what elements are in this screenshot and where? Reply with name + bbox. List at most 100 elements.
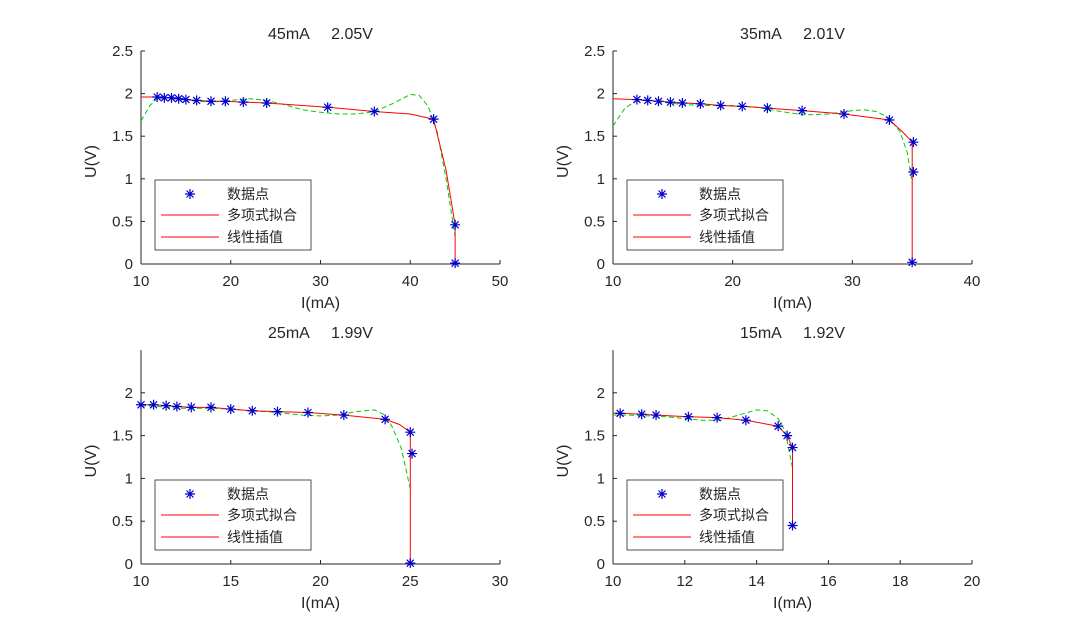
data-point bbox=[787, 442, 798, 453]
legend-label: 数据点 bbox=[227, 186, 269, 202]
data-point bbox=[180, 94, 191, 105]
data-point bbox=[161, 400, 172, 411]
x-tick-label: 20 bbox=[724, 273, 741, 290]
data-point bbox=[186, 402, 197, 413]
x-axis-label: I(mA) bbox=[773, 295, 812, 312]
data-point bbox=[206, 402, 217, 413]
x-tick-label: 30 bbox=[844, 273, 861, 290]
data-point bbox=[247, 405, 258, 416]
y-axis-label: U(V) bbox=[555, 145, 572, 178]
y-tick-label: 0.5 bbox=[584, 513, 605, 530]
legend-marker-points bbox=[657, 189, 667, 199]
data-point bbox=[615, 408, 626, 419]
x-tick-label: 10 bbox=[133, 273, 150, 290]
y-tick-label: 0 bbox=[125, 256, 133, 273]
data-point bbox=[171, 401, 182, 412]
series-line-poly-fit bbox=[613, 409, 793, 469]
x-tick-label: 10 bbox=[605, 273, 622, 290]
data-point bbox=[152, 92, 163, 103]
x-tick-label: 30 bbox=[312, 273, 329, 290]
data-point bbox=[369, 106, 380, 117]
data-point bbox=[773, 421, 784, 432]
data-point bbox=[642, 95, 653, 106]
data-point bbox=[338, 410, 349, 421]
legend-label: 线性插值 bbox=[227, 229, 283, 245]
legend-label: 数据点 bbox=[699, 486, 741, 502]
data-point bbox=[136, 399, 146, 410]
x-tick-label: 15 bbox=[222, 573, 239, 590]
data-point bbox=[159, 92, 170, 103]
data-point bbox=[651, 410, 662, 421]
series-line-linear-interp bbox=[141, 404, 411, 564]
y-tick-label: 2 bbox=[597, 86, 605, 103]
legend-label: 线性插值 bbox=[699, 229, 755, 245]
data-point bbox=[220, 96, 231, 107]
chart-title: 35mA 2.01V bbox=[740, 26, 845, 43]
y-tick-label: 0 bbox=[597, 556, 605, 573]
data-point bbox=[225, 404, 236, 415]
subplot-1: 10 20 30 40 50 0 0.5 1 1.5 2 2.5 45mA 2.05V I(mA) U(V… bbox=[83, 26, 508, 312]
data-point bbox=[450, 219, 461, 230]
x-tick-label: 40 bbox=[964, 273, 981, 290]
y-tick-label: 1.5 bbox=[584, 128, 605, 145]
data-point bbox=[405, 427, 416, 438]
data-point bbox=[838, 109, 849, 120]
legend-label: 数据点 bbox=[699, 186, 741, 202]
y-tick-label: 1 bbox=[125, 171, 133, 188]
x-tick-label: 16 bbox=[820, 573, 837, 590]
x-tick-label: 30 bbox=[492, 573, 509, 590]
y-tick-label: 2 bbox=[597, 385, 605, 402]
y-tick-label: 0 bbox=[597, 256, 605, 273]
data-point bbox=[302, 407, 313, 418]
y-tick-label: 2 bbox=[125, 86, 133, 103]
y-tick-label: 2.5 bbox=[112, 43, 133, 60]
data-point bbox=[683, 411, 694, 422]
y-axis-label: U(V) bbox=[83, 445, 100, 478]
x-tick-label: 25 bbox=[402, 573, 419, 590]
x-tick-label: 20 bbox=[222, 273, 239, 290]
data-point bbox=[695, 98, 706, 109]
legend-label: 多项式拟合 bbox=[699, 207, 769, 223]
x-axis-label: I(mA) bbox=[773, 595, 812, 612]
y-tick-label: 0.5 bbox=[112, 213, 133, 230]
y-tick-label: 1 bbox=[597, 171, 605, 188]
data-point bbox=[428, 114, 439, 125]
x-tick-label: 12 bbox=[676, 573, 693, 590]
x-tick-label: 50 bbox=[492, 273, 509, 290]
x-tick-label: 20 bbox=[964, 573, 981, 590]
data-point bbox=[148, 399, 159, 410]
x-tick-label: 14 bbox=[748, 573, 765, 590]
y-tick-label: 1 bbox=[597, 470, 605, 487]
data-point bbox=[407, 448, 418, 459]
subplot-2: 10 20 30 40 0 0.5 1 1.5 2 2.5 35mA 2.01V I(mA) U(V) 数… bbox=[555, 26, 980, 312]
data-point bbox=[712, 412, 723, 423]
chart-title: 45mA 2.05V bbox=[268, 26, 373, 43]
chart-title: 15mA 1.92V bbox=[740, 325, 845, 342]
y-tick-label: 1 bbox=[125, 470, 133, 487]
legend-label: 线性插值 bbox=[227, 529, 283, 545]
legend-marker-points bbox=[185, 189, 195, 199]
y-tick-label: 1.5 bbox=[112, 428, 133, 445]
x-axis-label: I(mA) bbox=[301, 595, 340, 612]
data-point bbox=[238, 97, 249, 108]
legend-label: 线性插值 bbox=[699, 529, 755, 545]
data-point bbox=[405, 558, 416, 569]
y-tick-label: 0.5 bbox=[584, 213, 605, 230]
y-tick-label: 0.5 bbox=[112, 513, 133, 530]
x-tick-label: 18 bbox=[892, 573, 909, 590]
data-point bbox=[322, 102, 333, 113]
data-point bbox=[272, 406, 283, 417]
data-point bbox=[173, 93, 184, 104]
subplot-4: 10 12 14 16 18 20 0 0.5 1 1.5 2 15mA 1.92V I(mA) U(V)… bbox=[555, 325, 980, 612]
y-tick-label: 1.5 bbox=[584, 428, 605, 445]
data-point bbox=[737, 101, 748, 112]
legend-label: 数据点 bbox=[227, 486, 269, 502]
data-point bbox=[206, 96, 217, 107]
y-axis-label: U(V) bbox=[555, 445, 572, 478]
legend-marker-points bbox=[185, 489, 195, 499]
data-point bbox=[787, 520, 798, 531]
data-point bbox=[884, 115, 895, 126]
x-tick-label: 40 bbox=[402, 273, 419, 290]
